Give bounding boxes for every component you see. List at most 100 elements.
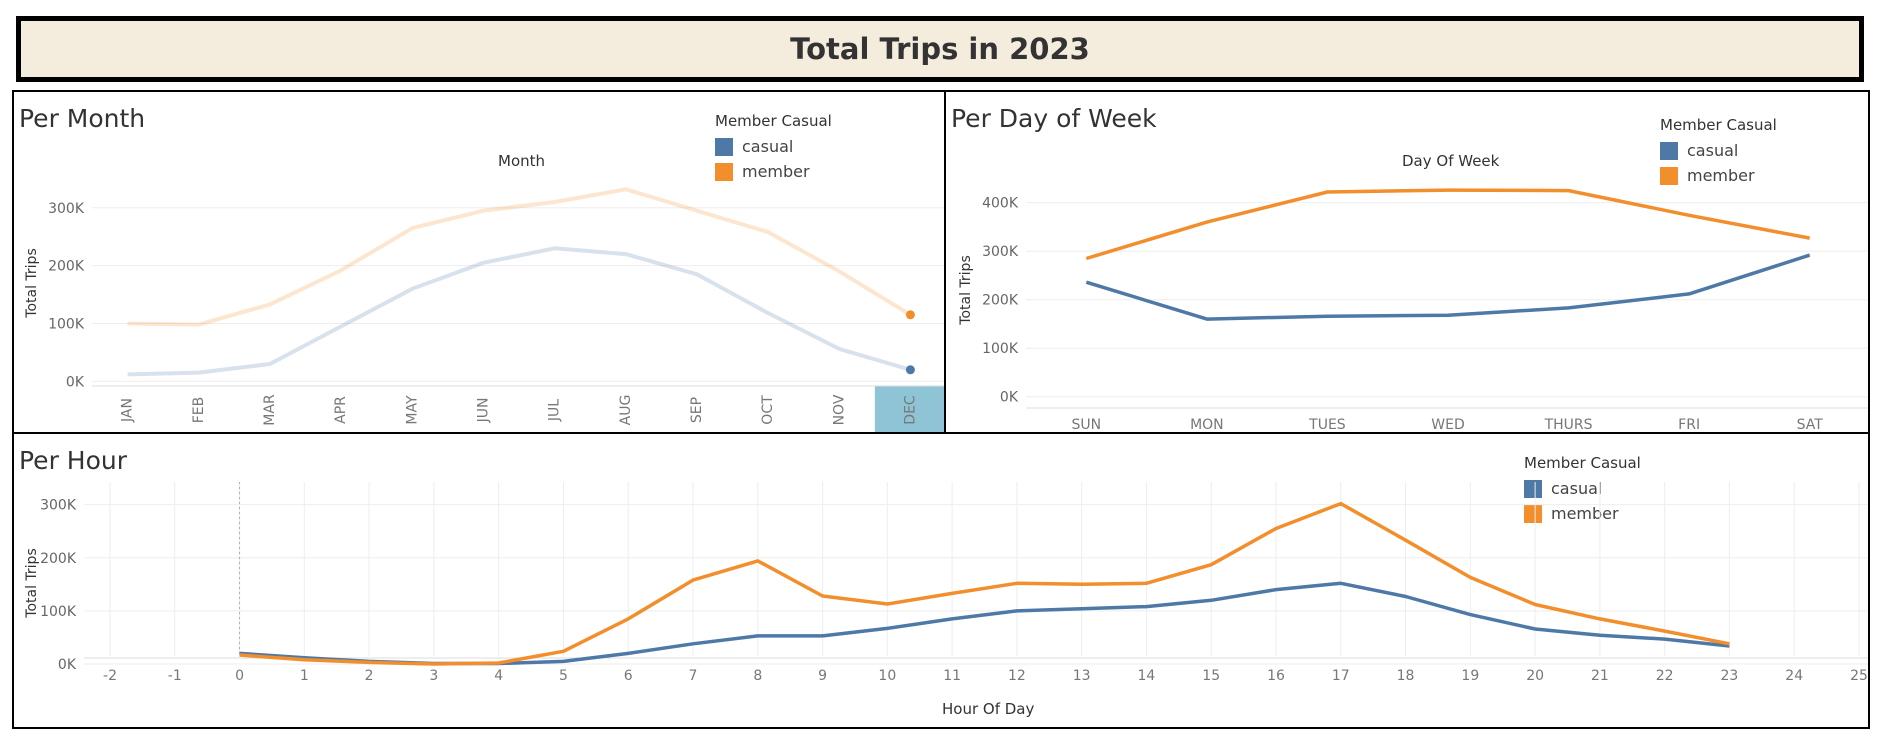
series-line-casual [1085,253,1811,321]
legend-title: Member Casual [1660,116,1777,134]
x-tick-label: 21 [1591,668,1609,684]
y-tick-label: 200K [982,293,1019,309]
y-axis-title: Total Trips [958,255,974,325]
x-tick-label: NOV [831,394,847,425]
per-month-panel: Per Month Month Member Casual casual mem… [12,90,946,434]
casual-swatch [1524,479,1542,498]
x-tick-label: 9 [818,668,827,684]
y-axis-title: Total Trips [24,248,40,318]
dashboard-title-box: Total Trips in 2023 [16,16,1864,82]
x-tick-label: OCT [760,395,776,425]
casual-swatch [1660,141,1678,160]
casual-swatch [715,137,733,156]
x-tick-label: -1 [168,668,182,684]
legend-item-member[interactable]: member [715,159,832,184]
per-month-axis-title: Month [498,152,546,170]
y-tick-label: 300K [48,201,85,217]
x-tick-label: 1 [300,668,309,684]
x-tick-label: 6 [624,668,633,684]
x-tick-label: 2 [365,668,374,684]
x-tick-label: FEB [191,397,207,424]
x-tick-label: 24 [1785,668,1803,684]
per-day-panel: Per Day of Week Day Of Week Member Casua… [944,90,1870,434]
x-tick-label: 8 [753,668,762,684]
x-tick-label: 22 [1656,668,1674,684]
x-tick-label: FRI [1678,417,1700,433]
x-tick-label: 17 [1332,668,1350,684]
highlight-band [874,386,944,432]
x-tick-label: JUL [547,399,563,422]
x-tick-label: 4 [494,668,503,684]
member-swatch [715,162,733,181]
legend-item-member[interactable]: member [1660,163,1777,188]
x-tick-label: 10 [878,668,896,684]
x-tick-label: 3 [429,668,438,684]
legend-label: casual [1551,479,1603,498]
y-tick-label: 300K [40,498,77,514]
y-tick-label: 0K [66,374,85,390]
series-line-member [1085,188,1811,261]
per-day-title: Per Day of Week [951,104,1157,133]
x-tick-label: SUN [1071,417,1101,433]
x-tick-label: 23 [1721,668,1739,684]
legend-label: casual [742,137,794,156]
dashboard-title: Total Trips in 2023 [790,32,1090,66]
x-tick-label: AUG [618,395,634,426]
series-line-casual [127,246,911,377]
legend-label: member [1551,504,1619,523]
x-tick-label: 0 [235,668,244,684]
x-tick-label: MAY [404,395,420,425]
per-day-chart: 0K 100K 200K 300K 400K Total Trips SUN MON TUES W… [958,188,1868,433]
per-day-axis-title: Day Of Week [1402,152,1500,170]
y-tick-label: 0K [1000,390,1019,406]
legend-title: Member Casual [715,112,832,130]
highlight-point-member [905,310,915,320]
x-tick-label: SEP [689,397,705,423]
x-tick-label: 11 [943,668,961,684]
legend-label: member [1687,166,1755,185]
x-tick-label: TUES [1308,417,1346,433]
x-tick-label: THURS [1544,417,1593,433]
x-tick-label: APR [333,396,349,424]
x-tick-label: 7 [689,668,698,684]
per-hour-panel: Per Hour Member Casual casual member Hou… [12,432,1870,729]
legend-item-casual[interactable]: casual [1524,476,1641,501]
x-tick-label: WED [1431,417,1464,433]
legend-item-casual[interactable]: casual [1660,138,1777,163]
x-tick-label: 5 [559,668,568,684]
legend-title: Member Casual [1524,454,1641,472]
x-tick-label: 13 [1073,668,1091,684]
y-tick-label: 100K [982,341,1019,357]
x-tick-label: DEC [902,395,918,425]
x-tick-label: 25 [1850,668,1868,684]
x-tick-label: 14 [1138,668,1156,684]
series-line-casual [239,581,1730,666]
series-line-member [127,187,912,327]
y-tick-label: 100K [48,316,85,332]
x-tick-label: MON [1190,417,1224,433]
per-hour-title: Per Hour [19,446,128,475]
per-month-title: Per Month [19,104,146,133]
y-tick-label: 400K [982,196,1019,212]
x-tick-label: 19 [1461,668,1479,684]
legend-label: member [742,162,810,181]
member-swatch [1524,504,1542,523]
per-month-chart: 0K 100K 200K 300K Total Trips JAN FEB MAR APR MAY… [24,187,944,432]
x-tick-label: 15 [1202,668,1220,684]
legend-item-casual[interactable]: casual [715,134,832,159]
per-hour-xlabel: Hour Of Day [942,700,1035,718]
y-tick-label: 100K [40,604,77,620]
per-day-legend: Member Casual casual member [1660,116,1777,188]
y-tick-label: 200K [48,259,85,275]
y-tick-label: 200K [40,551,77,567]
member-swatch [1660,166,1678,185]
x-tick-label: -2 [103,668,117,684]
y-tick-label: 300K [982,244,1019,260]
x-tick-label: JAN [120,398,136,423]
per-hour-legend: Member Casual casual member [1524,454,1641,526]
x-tick-label: SAT [1797,417,1824,433]
series-line-member [239,501,1730,666]
legend-label: casual [1687,141,1739,160]
legend-item-member[interactable]: member [1524,501,1641,526]
